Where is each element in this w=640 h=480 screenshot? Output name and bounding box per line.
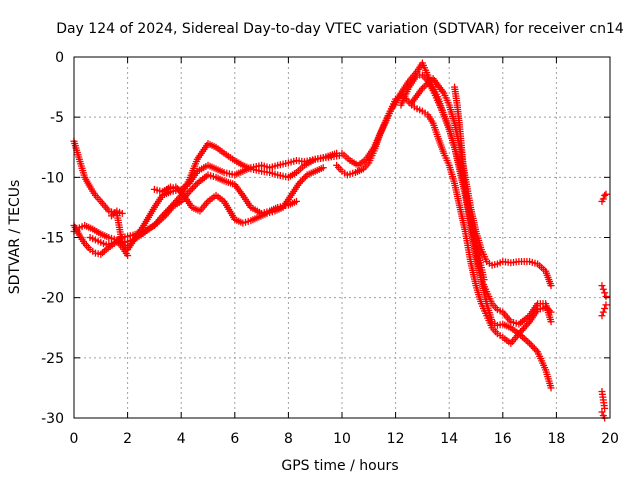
x-tick-label: 18 [547, 431, 565, 447]
x-tick-label: 14 [440, 431, 458, 447]
data-point [187, 186, 195, 194]
data-point [420, 83, 428, 91]
data-point [598, 408, 606, 416]
x-tick-label: 0 [70, 431, 79, 447]
data-point [166, 183, 174, 191]
data-point [601, 404, 609, 412]
y-tick-label: -15 [41, 231, 64, 247]
data-point [529, 343, 537, 351]
y-tick-label: -25 [41, 351, 64, 367]
data-point [520, 335, 528, 343]
x-tick-label: 16 [494, 431, 512, 447]
y-tick-label: -5 [50, 110, 64, 126]
x-axis-title: GPS time / hours [281, 458, 398, 474]
series-track-3 [70, 171, 300, 246]
x-axis-tick-labels: 0 2 4 6 8 10 12 14 16 18 20 [70, 431, 619, 447]
data-point [599, 308, 607, 316]
series-track-13 [598, 190, 610, 205]
chart-title: Day 124 of 2024, Sidereal Day-to-day VTE… [56, 21, 624, 37]
data-point [190, 183, 198, 191]
data-point [602, 292, 610, 300]
x-tick-label: 12 [387, 431, 405, 447]
data-point [599, 285, 607, 293]
data-marks [70, 59, 610, 422]
data-point [480, 276, 488, 284]
data-point [598, 312, 606, 320]
data-point [547, 384, 555, 392]
y-tick-label: -30 [41, 411, 64, 427]
series-track-16 [598, 388, 609, 412]
x-tick-label: 4 [177, 431, 186, 447]
x-tick-label: 20 [601, 431, 619, 447]
x-tick-label: 2 [123, 431, 132, 447]
data-point [547, 282, 555, 290]
data-point [598, 282, 606, 290]
series-track-11 [108, 207, 126, 220]
grid [74, 57, 610, 418]
y-axis-tick-labels: 0 -5 -10 -15 -20 -25 -30 [41, 50, 64, 427]
data-point [602, 301, 610, 309]
data-point [319, 164, 327, 172]
data-point [527, 341, 535, 349]
data-point [602, 190, 610, 198]
data-point [601, 289, 609, 297]
series-track-10 [86, 234, 132, 260]
data-point [118, 209, 126, 217]
series-track-2 [70, 140, 341, 258]
data-point [292, 197, 300, 205]
series-track-6 [338, 59, 555, 392]
series-track-12 [150, 183, 174, 196]
y-axis-title: SDTVAR / TECUs [7, 180, 23, 295]
data-point [547, 318, 555, 326]
series-track-15 [598, 301, 610, 320]
x-tick-label: 6 [230, 431, 239, 447]
series-track-17 [598, 408, 609, 422]
data-point [522, 336, 530, 344]
data-point [526, 339, 534, 347]
y-tick-label: -20 [41, 291, 64, 307]
series-track-9 [451, 83, 488, 284]
series-track-5 [333, 92, 555, 347]
data-point [300, 174, 308, 182]
data-point [530, 344, 538, 352]
series-track-8 [408, 75, 555, 290]
data-point [99, 249, 107, 257]
series-track-4 [164, 164, 327, 227]
data-point [124, 252, 132, 260]
data-point [599, 195, 607, 203]
data-point [188, 184, 196, 192]
x-tick-label: 8 [284, 431, 293, 447]
series-track-14 [598, 282, 610, 300]
data-point [601, 304, 609, 312]
axis-ticks [73, 56, 611, 419]
data-point [100, 247, 108, 255]
data-point [524, 338, 532, 346]
data-point [601, 191, 609, 199]
y-tick-label: -10 [41, 170, 64, 186]
y-tick-label: 0 [55, 50, 64, 66]
x-tick-label: 10 [333, 431, 351, 447]
